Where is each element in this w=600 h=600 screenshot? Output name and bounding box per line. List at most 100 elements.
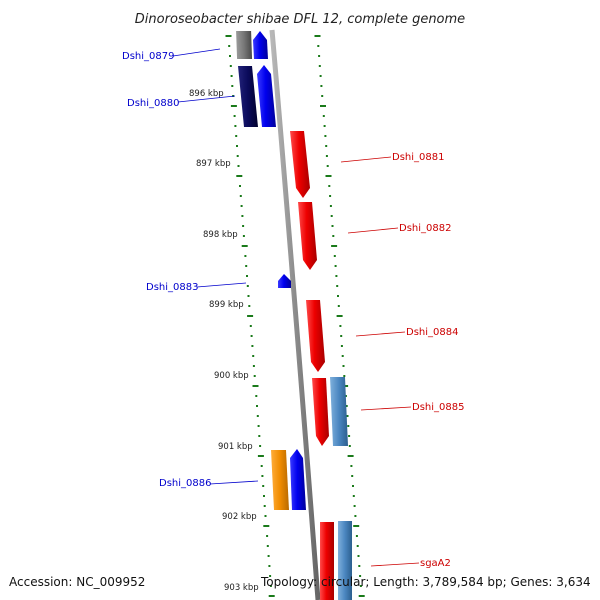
- gene-features: [236, 31, 352, 600]
- minor-tick: [252, 365, 255, 367]
- minor-tick: [228, 45, 231, 47]
- minor-tick: [239, 195, 242, 197]
- leader-line: [172, 48, 221, 57]
- gene-feature-dshi-0885[interactable]: [312, 378, 329, 446]
- minor-tick: [245, 265, 248, 267]
- minor-tick: [269, 585, 272, 587]
- gene-feature-gray[interactable]: [236, 31, 253, 59]
- leader-line: [360, 406, 412, 411]
- minor-tick: [352, 485, 354, 487]
- minor-tick: [346, 415, 349, 417]
- minor-tick: [326, 165, 329, 167]
- gene-feature-sgaa2[interactable]: [320, 522, 334, 600]
- minor-tick: [337, 295, 339, 297]
- major-tick: [236, 175, 243, 177]
- minor-tick: [260, 465, 263, 467]
- gene-label-dshi-0883[interactable]: Dshi_0883: [146, 282, 198, 293]
- minor-tick: [337, 305, 340, 307]
- minor-tick: [256, 405, 258, 407]
- minor-tick: [317, 45, 320, 47]
- major-tick: [268, 595, 275, 597]
- minor-tick: [242, 235, 245, 237]
- minor-tick: [347, 425, 350, 427]
- leader-line: [370, 562, 420, 567]
- kbp-scale: 896 kbp 897 kbp 898 kbp 899 kbp 900 kbp …: [189, 89, 259, 593]
- gene-feature-orange[interactable]: [271, 450, 289, 510]
- major-tick: [241, 245, 248, 247]
- minor-tick: [325, 145, 328, 147]
- minor-tick: [334, 265, 337, 267]
- gene-label-dshi-0885[interactable]: Dshi_0885: [412, 402, 464, 413]
- minor-tick: [249, 325, 252, 327]
- minor-tick: [351, 475, 354, 477]
- gene-feature-steel-0885[interactable]: [330, 377, 348, 446]
- gene-feature-dshi-0879[interactable]: [253, 31, 268, 59]
- minor-tick: [262, 485, 265, 487]
- minor-tick: [253, 375, 256, 377]
- minor-tick: [255, 395, 258, 397]
- minor-tick: [318, 55, 321, 57]
- minor-tick: [343, 375, 346, 377]
- minor-tick: [239, 185, 241, 187]
- major-tick: [325, 175, 332, 177]
- gene-feature-dshi-0880[interactable]: [257, 65, 276, 127]
- left-tick-track: [225, 35, 275, 597]
- leader-line: [340, 156, 392, 163]
- minor-tick: [236, 155, 239, 157]
- gene-feature-steel-bottom[interactable]: [338, 521, 352, 600]
- minor-tick: [257, 425, 260, 427]
- minor-tick: [266, 545, 269, 547]
- minor-tick: [341, 355, 344, 357]
- minor-tick: [247, 295, 250, 297]
- minor-tick: [359, 585, 362, 587]
- major-tick: [353, 525, 360, 527]
- major-tick: [358, 595, 365, 597]
- genome-summary-text: Topology: circular; Length: 3,789,584 bp…: [260, 575, 591, 589]
- leader-line: [355, 331, 406, 337]
- minor-tick: [342, 365, 345, 367]
- gene-label-sgaa2[interactable]: sgaA2: [420, 558, 451, 569]
- gene-label-dshi-0882[interactable]: Dshi_0882: [399, 223, 451, 234]
- gene-feature-dshi-0882[interactable]: [298, 202, 317, 270]
- gene-feature-dark-blue[interactable]: [238, 66, 258, 127]
- minor-tick: [242, 225, 245, 227]
- major-tick: [257, 455, 264, 457]
- minor-tick: [329, 195, 332, 197]
- kbp-label-902: 902 kbp: [222, 512, 257, 522]
- gene-label-dshi-0884[interactable]: Dshi_0884: [406, 327, 458, 338]
- kbp-label-896: 896 kbp: [189, 89, 224, 99]
- minor-tick: [235, 135, 238, 137]
- minor-tick: [241, 215, 244, 217]
- minor-tick: [268, 565, 271, 567]
- gene-feature-dshi-0883[interactable]: [278, 274, 291, 288]
- minor-tick: [231, 85, 234, 87]
- minor-tick: [354, 515, 357, 517]
- kbp-label-900: 900 kbp: [214, 371, 249, 381]
- minor-tick: [236, 145, 238, 147]
- minor-tick: [322, 115, 325, 117]
- kbp-label-899: 899 kbp: [209, 300, 244, 310]
- gene-feature-dshi-0884[interactable]: [306, 300, 325, 372]
- minor-tick: [325, 155, 328, 157]
- minor-tick: [250, 335, 253, 337]
- minor-tick: [319, 75, 322, 77]
- gene-feature-dshi-0881[interactable]: [290, 131, 310, 198]
- gene-feature-dshi-0886[interactable]: [290, 449, 306, 510]
- gene-label-dshi-0881[interactable]: Dshi_0881: [392, 152, 444, 163]
- genome-title: Dinoroseobacter shibae DFL 12, complete …: [135, 12, 465, 27]
- minor-tick: [259, 445, 262, 447]
- minor-tick: [261, 475, 264, 477]
- minor-tick: [323, 125, 326, 127]
- minor-tick: [240, 205, 243, 207]
- major-tick: [336, 315, 343, 317]
- minor-tick: [266, 535, 269, 537]
- gene-label-dshi-0879[interactable]: Dshi_0879: [122, 51, 174, 62]
- minor-tick: [335, 275, 338, 277]
- minor-tick: [258, 435, 261, 437]
- gene-label-dshi-0886[interactable]: Dshi_0886: [159, 478, 211, 489]
- gene-label-dshi-0880[interactable]: Dshi_0880: [127, 98, 179, 109]
- minor-tick: [356, 545, 359, 547]
- accession-text: Accession: NC_009952: [9, 575, 145, 589]
- kbp-label-898: 898 kbp: [203, 230, 238, 240]
